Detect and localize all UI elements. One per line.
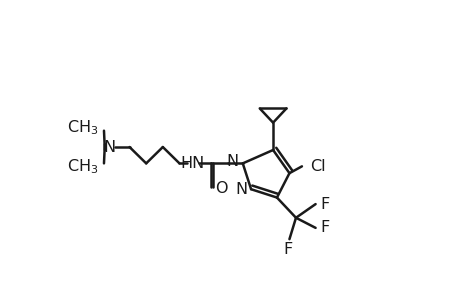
Text: N: N: [103, 140, 115, 154]
Text: N: N: [235, 182, 247, 197]
Text: HN: HN: [180, 156, 205, 171]
Text: O: O: [214, 181, 227, 196]
Text: N: N: [226, 154, 238, 169]
Text: Cl: Cl: [309, 159, 325, 174]
Text: CH$_3$: CH$_3$: [67, 118, 98, 137]
Text: CH$_3$: CH$_3$: [67, 157, 98, 176]
Text: F: F: [319, 220, 329, 236]
Text: F: F: [283, 242, 292, 256]
Text: F: F: [319, 196, 329, 211]
